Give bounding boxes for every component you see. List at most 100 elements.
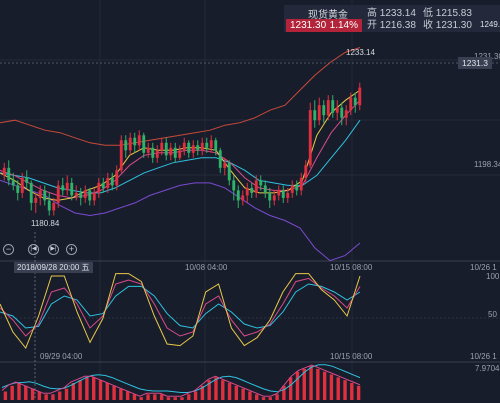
macd-bar <box>336 377 340 400</box>
candle-body <box>218 150 222 168</box>
macd-bar <box>3 391 8 400</box>
macd-histogram <box>1 364 361 400</box>
kdj-k-line <box>0 277 361 337</box>
candle-body <box>110 177 114 186</box>
macd-bar <box>288 377 293 400</box>
candle-body <box>155 150 159 158</box>
candle-body <box>88 190 92 201</box>
candle-body <box>335 107 339 113</box>
macd-bar <box>17 383 21 400</box>
candle-body <box>358 87 362 106</box>
candle-body <box>304 165 308 178</box>
macd-bar <box>58 391 62 400</box>
macd-bar <box>214 377 218 400</box>
current-price-tag: 1231.3 <box>458 57 492 69</box>
kdj-j-line <box>0 273 361 349</box>
candle-body <box>34 197 38 203</box>
candle-body <box>344 110 348 118</box>
scroll-right-button[interactable]: ▶| <box>48 244 59 255</box>
candle-body <box>205 142 209 148</box>
zoom-in-button[interactable]: + <box>66 244 77 255</box>
macd-bar <box>282 385 286 400</box>
candle-body <box>146 147 150 153</box>
candle-body <box>16 185 20 193</box>
zoom-out-button[interactable]: − <box>3 244 14 255</box>
candle-body <box>227 162 231 181</box>
boll-lower-line <box>0 179 361 262</box>
ind2-top-label: 7.97046 <box>475 364 500 373</box>
macd-bar <box>295 371 300 400</box>
candle-body <box>268 192 272 201</box>
candle-body <box>56 185 60 203</box>
candle-body <box>115 170 119 186</box>
macd-bar <box>44 394 48 400</box>
candle-body <box>277 190 281 196</box>
last-price: 1231.30 <box>290 20 327 31</box>
candle-body <box>326 100 330 116</box>
macd-bar <box>255 394 259 400</box>
candle-body <box>79 192 83 198</box>
macd-bar <box>139 397 143 400</box>
candle-body <box>43 190 47 201</box>
macd-bar <box>241 388 245 400</box>
candle-body <box>74 192 78 196</box>
candle-body <box>187 142 191 153</box>
axis-top-value: 1249.42 <box>480 20 500 29</box>
macd-bar <box>329 374 334 400</box>
macd-bar <box>78 380 82 400</box>
macd-bar <box>268 397 272 400</box>
scroll-left-button[interactable]: |◀ <box>28 244 39 255</box>
candle-body <box>299 177 303 191</box>
candle-body <box>263 185 267 193</box>
candle-body <box>331 100 335 113</box>
candle-body <box>317 105 321 121</box>
candle-body <box>214 140 218 151</box>
ind1-top-label: 100 <box>486 272 500 281</box>
kdj-d-line <box>0 283 361 329</box>
macd-bar <box>356 385 361 400</box>
candle-body <box>308 110 312 166</box>
candle-body <box>25 177 29 183</box>
candle-body <box>11 180 15 186</box>
macd-bar <box>119 388 123 400</box>
macd-bar <box>24 385 28 400</box>
candle-body <box>83 190 87 198</box>
candle-body <box>191 145 195 153</box>
candle-body <box>52 202 56 211</box>
candle-body <box>65 182 69 191</box>
candle-body <box>232 180 236 191</box>
macd-bar <box>275 394 279 400</box>
macd-bar <box>193 391 198 400</box>
candle-body <box>164 142 168 156</box>
trough-annotation: 1180.84 <box>31 219 60 228</box>
candle-body <box>101 182 105 188</box>
candle-body <box>47 200 51 211</box>
ma-fast-line <box>0 89 361 201</box>
x-tick-b3: 10/26 1 <box>470 352 497 361</box>
candle-body <box>272 195 276 201</box>
close-value: 收 1231.30 <box>423 20 472 31</box>
macd-bar <box>98 380 103 400</box>
candle-body <box>254 180 258 193</box>
macd-bar <box>322 371 327 400</box>
candle-body <box>142 135 146 153</box>
macd-bar <box>132 394 137 400</box>
candle-body <box>286 192 290 198</box>
macd-bar <box>85 377 89 400</box>
price-badge: 1231.30 1.14% <box>286 19 362 32</box>
candle-body <box>20 177 24 193</box>
x-tick-2: 10/15 08:00 <box>330 263 373 272</box>
instrument-name: 现货黄金 <box>308 10 348 21</box>
candle-body <box>151 147 155 158</box>
candle-body <box>322 105 326 116</box>
kdj-indicator <box>0 273 361 349</box>
x-tick-3: 10/26 1 <box>470 263 497 272</box>
macd-bar <box>125 391 130 400</box>
macd-bar <box>37 391 42 400</box>
high-value: 高 1233.14 <box>367 8 416 19</box>
macd-bar <box>153 394 157 400</box>
candle-body <box>160 142 164 151</box>
candle-body <box>128 137 132 151</box>
